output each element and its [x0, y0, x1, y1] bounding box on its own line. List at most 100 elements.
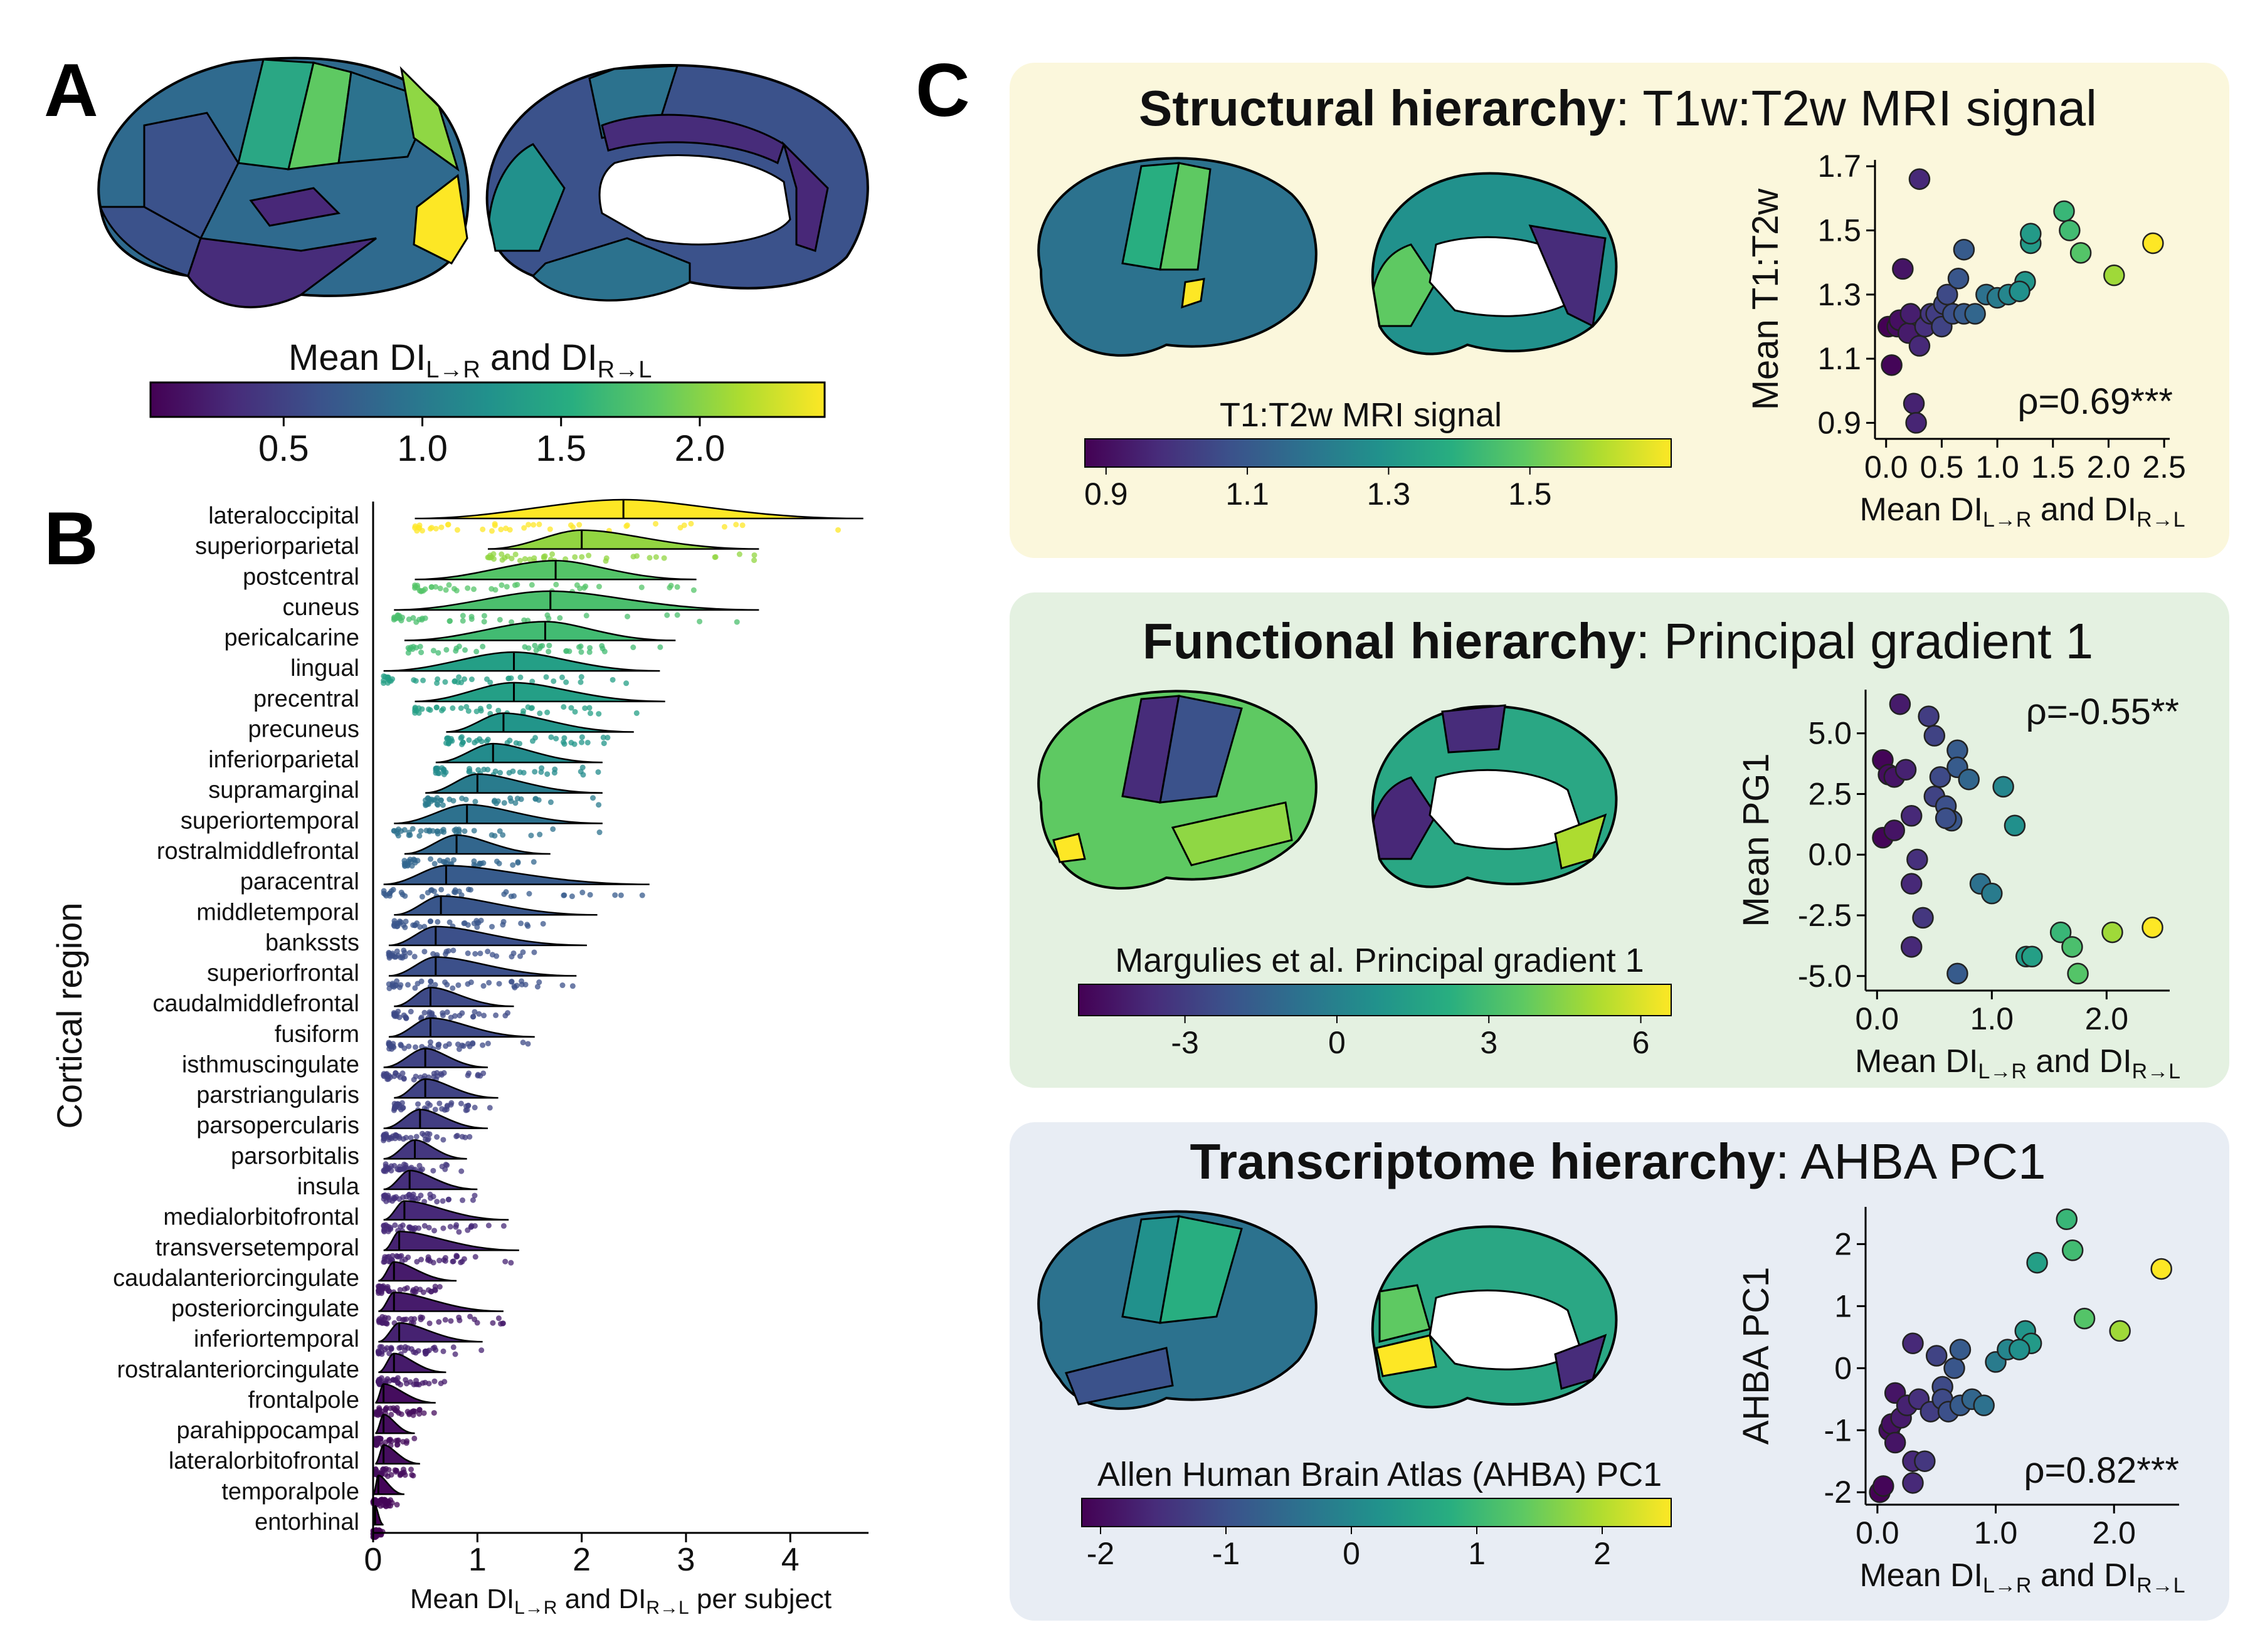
scatter-point: [1959, 769, 1979, 789]
subject-point: [388, 1226, 393, 1232]
subject-point: [465, 981, 470, 987]
subject-point: [383, 1378, 388, 1384]
subject-point: [492, 833, 497, 839]
subject-point: [521, 525, 527, 531]
subject-point: [579, 890, 585, 895]
subject-point: [401, 1013, 407, 1018]
violin: [384, 1140, 467, 1159]
subject-point: [447, 618, 453, 624]
subject-point: [473, 649, 479, 655]
subject-point: [426, 1381, 432, 1386]
subject-point: [443, 1317, 448, 1323]
subject-point: [471, 858, 477, 864]
subject-point: [560, 982, 566, 988]
colorbar-tick-label: 0: [1343, 1536, 1360, 1571]
subject-point: [409, 1346, 415, 1352]
colorbar-tick-label: 1.1: [1225, 476, 1269, 512]
subject-point: [440, 1137, 446, 1142]
subject-point: [618, 892, 624, 898]
subject-point: [532, 769, 537, 774]
subject-point: [431, 1228, 437, 1233]
subject-point: [480, 527, 485, 532]
subject-point: [458, 705, 464, 711]
subject-point: [835, 527, 841, 533]
subject-point: [452, 1013, 458, 1019]
panel-c3-title: Transcriptome hierarchy: AHBA PC1: [1190, 1134, 2046, 1189]
subject-point: [453, 1352, 458, 1357]
scatter-point: [1909, 169, 1930, 189]
subject-point: [511, 950, 517, 956]
subject-point: [466, 1070, 472, 1076]
scatter-point: [2057, 1209, 2077, 1229]
subject-point: [522, 644, 527, 650]
subject-point: [427, 1192, 433, 1197]
subject-point: [474, 708, 480, 714]
scatter-point: [1901, 806, 1921, 826]
subject-point: [481, 983, 487, 989]
subject-point: [494, 858, 500, 864]
colorbar-tick-label: 6: [1632, 1025, 1650, 1060]
scatter-point: [1904, 394, 1924, 414]
subject-point: [612, 892, 618, 898]
subject-point: [478, 861, 484, 866]
violin: [404, 835, 551, 854]
subject-point: [438, 797, 444, 803]
scatter-point: [2022, 947, 2042, 967]
subject-point: [425, 1101, 431, 1107]
subject-point: [435, 919, 440, 925]
region-label: posteriorcingulate: [171, 1296, 359, 1322]
subject-point: [428, 707, 433, 713]
subject-point: [576, 522, 582, 528]
subject-point: [427, 1320, 433, 1326]
subject-point: [563, 680, 569, 685]
subject-point: [385, 680, 391, 686]
subject-point: [536, 979, 542, 985]
scatter-point: [1885, 1433, 1905, 1453]
subject-point: [478, 1347, 484, 1353]
subject-point: [441, 1379, 447, 1384]
subject-point: [489, 528, 495, 534]
subject-point: [518, 920, 524, 926]
subject-point: [435, 801, 440, 807]
scatter-point: [2110, 1321, 2130, 1341]
subject-point: [400, 1105, 406, 1111]
subject-point: [400, 1470, 406, 1476]
subject-point: [493, 769, 499, 774]
subject-point: [530, 738, 536, 744]
x-tick-label: 2.0: [2087, 450, 2131, 485]
subject-point: [428, 979, 433, 984]
subject-point: [596, 802, 601, 808]
subject-point: [381, 1499, 387, 1505]
panel-a-colorbar-label: Mean DIL→R and DIR→L: [288, 337, 652, 383]
scatter-point: [1982, 883, 2002, 903]
subject-point: [510, 862, 515, 868]
subject-point: [381, 1223, 387, 1228]
subject-point: [500, 832, 505, 838]
subject-point: [379, 1320, 385, 1325]
region-label: temporalpole: [221, 1478, 359, 1505]
subject-point: [406, 616, 412, 622]
subject-point: [420, 1381, 426, 1386]
y-tick-label: 1.7: [1817, 149, 1861, 184]
subject-point: [570, 983, 576, 989]
subject-point: [374, 1440, 379, 1446]
subject-point: [653, 554, 659, 560]
subject-point: [413, 1350, 418, 1355]
subject-point: [456, 675, 462, 680]
colorbar-tick-label: -2: [1087, 1536, 1114, 1571]
subject-point: [602, 649, 608, 655]
subject-point: [568, 705, 574, 711]
subject-point: [476, 1011, 482, 1017]
subject-point: [431, 1379, 437, 1384]
panel-a-tick-label: 1.0: [397, 428, 448, 469]
subject-point: [426, 1225, 432, 1231]
panel-a-brain-medial: [487, 65, 868, 300]
subject-point: [433, 1283, 438, 1289]
subject-point: [634, 710, 640, 716]
violin: [488, 530, 759, 549]
y-tick-label: 0.0: [1808, 837, 1852, 872]
subject-point: [512, 985, 517, 991]
subject-point: [522, 556, 528, 562]
subject-point: [407, 950, 413, 955]
subject-point: [495, 708, 501, 713]
